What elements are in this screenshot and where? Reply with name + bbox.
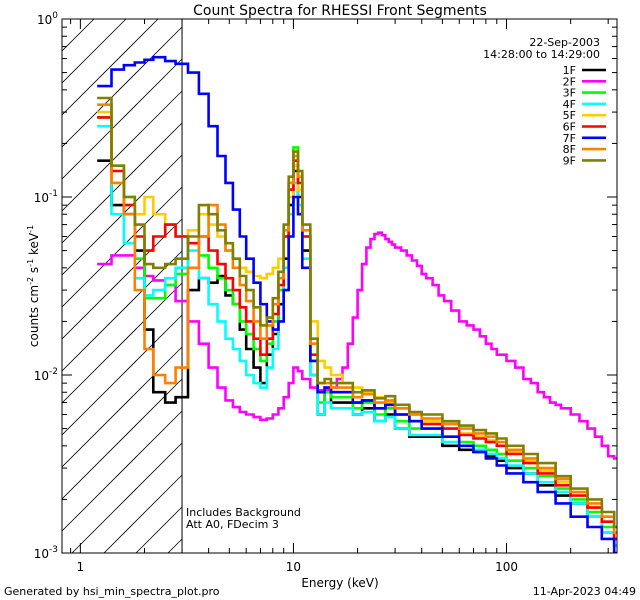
- y-tick-label: 10-1: [34, 189, 58, 205]
- hatch-line: [62, 410, 183, 532]
- y-axis-label: counts cm-2 s-1 keV-1: [26, 225, 41, 347]
- x-axis-label: Energy (keV): [301, 576, 378, 590]
- hatch-line: [135, 506, 183, 553]
- y-tick-label: 100: [37, 11, 58, 27]
- x-axis: 1 10 100: [70, 19, 609, 574]
- series-7f-line: [97, 55, 617, 553]
- hatch-line: [62, 314, 183, 436]
- series-3f-line: [97, 116, 617, 541]
- hatch-line: [62, 282, 183, 404]
- excluded-energy-region: [62, 19, 183, 553]
- chart-title: Count Spectra for RHESSI Front Segments: [193, 3, 487, 19]
- legend-label-8f: 8F: [563, 143, 576, 156]
- series-4f-line: [97, 124, 617, 547]
- x-tick-label: 100: [495, 560, 518, 574]
- legend-label-6f: 6F: [563, 121, 576, 134]
- hatch-line: [62, 19, 95, 52]
- footer-timestamp: 11-Apr-2023 04:49: [533, 585, 636, 598]
- hatch-line: [62, 19, 159, 116]
- legend-label-5f: 5F: [563, 109, 576, 122]
- annotation-background: Includes Background: [186, 506, 301, 519]
- series-5f-line: [97, 110, 617, 541]
- legend-time-range: 14:28:00 to 14:29:00: [483, 48, 600, 61]
- y-tick-label: 10-3: [34, 545, 58, 561]
- hatch-line: [62, 90, 183, 212]
- legend-date: 22-Sep-2003: [529, 36, 600, 49]
- footer-generated-by: Generated by hsi_min_spectra_plot.pro: [4, 585, 220, 598]
- legend-label-3f: 3F: [563, 87, 576, 100]
- hatch-line: [62, 218, 183, 340]
- plot-frame: [61, 18, 618, 554]
- hatch-line: [62, 186, 183, 308]
- legend-label-9f: 9F: [563, 154, 576, 167]
- series-2f-line: [97, 231, 617, 460]
- hatch-line: [103, 474, 183, 553]
- hatch-line: [167, 538, 183, 553]
- hatch-line: [62, 378, 183, 500]
- legend-label-2f: 2F: [563, 75, 576, 88]
- x-tick-label: 10: [286, 560, 301, 574]
- legend-label-7f: 7F: [563, 132, 576, 145]
- y-tick-label: 10-2: [34, 367, 58, 383]
- hatch-line: [62, 250, 183, 372]
- annotation-attenuator: Att A0, FDecim 3: [186, 518, 279, 531]
- y-axis: 100 10-1 10-2 10-3: [34, 11, 617, 561]
- hatch-line: [62, 346, 183, 468]
- legend-label-4f: 4F: [563, 98, 576, 111]
- hatch-line: [62, 26, 183, 148]
- legend-label-1f: 1F: [563, 64, 576, 77]
- hatch-line: [71, 442, 183, 553]
- series-group: [97, 55, 617, 553]
- hatch-line: [62, 58, 183, 180]
- hatch-line: [62, 19, 127, 84]
- x-tick-label: 1: [77, 560, 85, 574]
- legend: 22-Sep-2003 14:28:00 to 14:29:00 1F2F3F4…: [483, 36, 606, 167]
- series-9f-line: [97, 96, 617, 529]
